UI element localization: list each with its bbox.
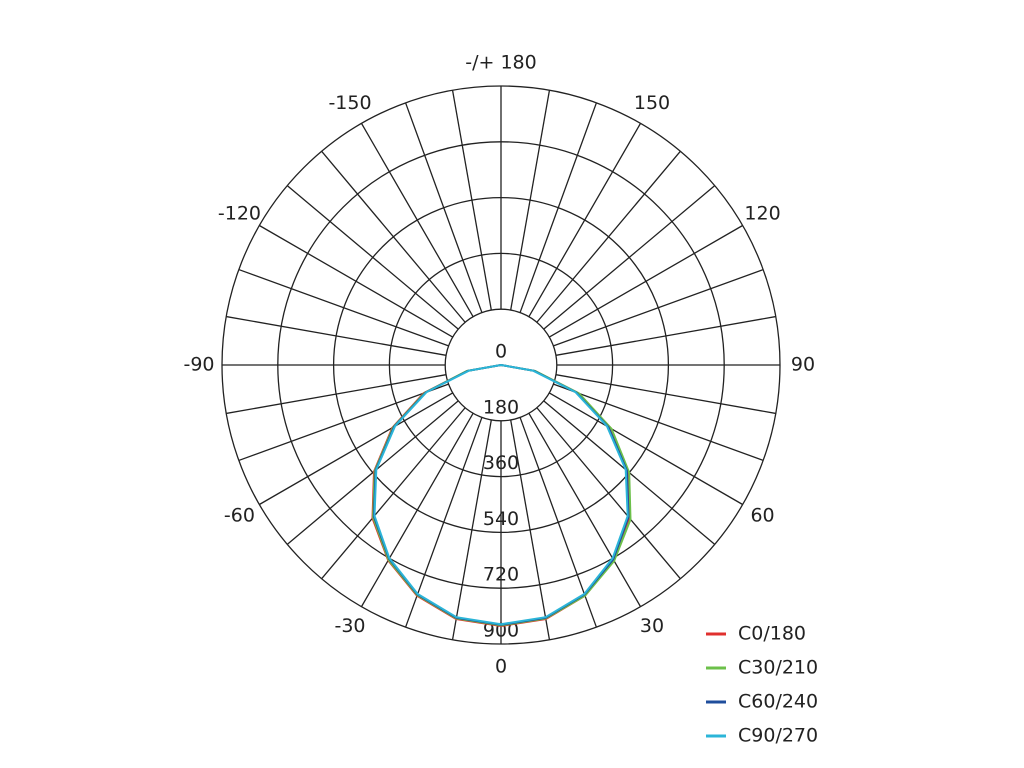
ring xyxy=(444,308,558,422)
r-tick-label: 0 xyxy=(495,341,507,363)
ring xyxy=(388,252,614,478)
angle-tick-label: 90 xyxy=(791,354,815,376)
angle-tick-label: -90 xyxy=(183,354,214,376)
angle-tick-label: -150 xyxy=(328,92,371,114)
curve xyxy=(373,364,629,626)
legend-label: C0/180 xyxy=(738,623,806,645)
angle-tick-label: 60 xyxy=(750,505,774,527)
legend-label: C30/210 xyxy=(738,657,818,679)
angle-tick-label: 30 xyxy=(640,615,664,637)
angle-tick-label: 0 xyxy=(495,656,507,678)
r-tick-label: 720 xyxy=(483,564,519,586)
angle-tick-label: 150 xyxy=(634,92,670,114)
angle-tick-label: -120 xyxy=(218,203,261,225)
angle-tick-label: 120 xyxy=(744,203,780,225)
angle-tick-label: -60 xyxy=(224,505,255,527)
angle-tick-label: -30 xyxy=(334,615,365,637)
r-tick-label: 180 xyxy=(483,396,519,418)
ring xyxy=(332,196,670,534)
r-tick-label: 360 xyxy=(483,452,519,474)
angle-tick-label: -/+ 180 xyxy=(465,52,536,74)
legend-label: C60/240 xyxy=(738,691,818,713)
legend-label: C90/270 xyxy=(738,725,818,747)
r-tick-label: 540 xyxy=(483,508,519,530)
ring xyxy=(221,85,781,645)
ring xyxy=(277,141,725,589)
